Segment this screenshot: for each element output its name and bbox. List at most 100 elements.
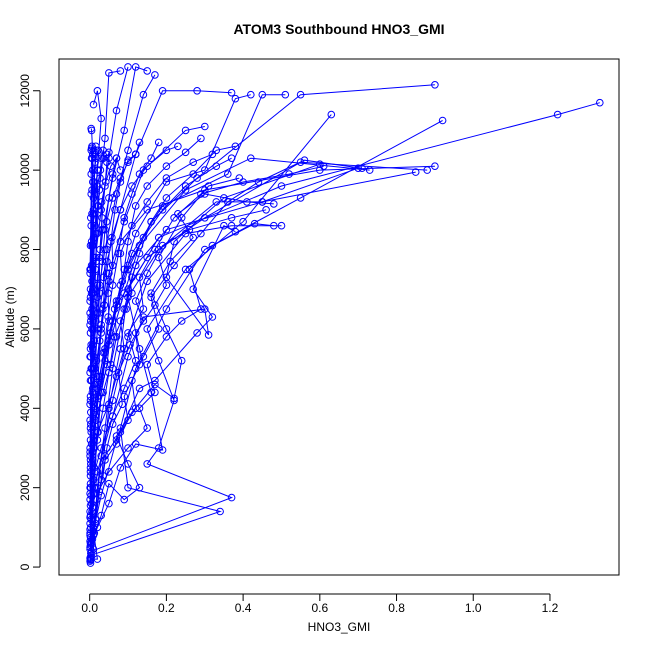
data-point (107, 237, 115, 246)
data-point (143, 182, 151, 190)
data-point (143, 325, 151, 333)
data-point (105, 499, 113, 508)
data-point (89, 166, 97, 174)
y-tick-label: 2000 (18, 474, 32, 501)
data-point (97, 329, 105, 337)
data-point (151, 380, 159, 389)
data-point (438, 116, 447, 125)
series-line-4 (91, 120, 443, 556)
data-point (177, 317, 186, 325)
data-point (254, 178, 263, 186)
y-tick-label: 10000 (18, 153, 32, 187)
data-point (216, 507, 224, 516)
data-point (131, 202, 140, 210)
data-point (87, 190, 95, 198)
data-point (108, 261, 117, 270)
data-point (239, 217, 247, 226)
series-line-13 (90, 94, 251, 464)
data-point (423, 166, 432, 174)
data-point (93, 87, 102, 95)
data-point (154, 138, 163, 147)
y-tick-label: 4000 (18, 395, 32, 422)
data-point (296, 194, 305, 202)
data-point (98, 305, 107, 313)
data-point (101, 345, 109, 353)
data-point (104, 313, 112, 321)
data-point (193, 87, 201, 95)
data-point (177, 214, 186, 222)
series-line-16 (89, 74, 156, 405)
data-point (143, 162, 151, 170)
data-point (131, 229, 140, 238)
data-point (201, 305, 209, 313)
data-point (112, 333, 121, 341)
data-point (227, 154, 236, 162)
data-point (101, 245, 109, 254)
data-point (86, 554, 94, 563)
data-point (158, 446, 167, 454)
y-tick-label: 12000 (18, 74, 32, 108)
data-point (86, 483, 94, 492)
y-tick-label: 8000 (18, 236, 32, 263)
data-point (162, 273, 171, 282)
series-line-36 (89, 159, 363, 494)
data-point (147, 154, 155, 162)
series-line-27 (90, 138, 202, 546)
data-point (197, 229, 205, 238)
data-point (93, 182, 102, 190)
data-point (99, 146, 107, 155)
data-point (97, 198, 106, 206)
data-point (116, 317, 125, 325)
data-point (92, 190, 100, 198)
data-point (135, 360, 144, 369)
series-line-43 (89, 153, 108, 373)
data-point (103, 245, 111, 254)
data-point (124, 416, 132, 425)
data-point (105, 400, 113, 409)
data-point (143, 198, 151, 206)
data-point (128, 408, 136, 417)
series-line-40 (90, 145, 179, 441)
data-point (139, 352, 148, 361)
data-point (197, 190, 205, 198)
data-point (258, 198, 267, 206)
series-line-7 (90, 225, 236, 544)
data-point (86, 537, 94, 546)
data-point (151, 301, 159, 309)
data-point (243, 198, 251, 206)
data-point (128, 273, 136, 282)
series-line-44 (90, 150, 99, 349)
data-point (120, 345, 128, 353)
series-line-38 (90, 157, 232, 472)
data-point (86, 392, 95, 401)
data-point (158, 241, 167, 250)
data-point (86, 525, 94, 534)
data-point (227, 221, 236, 230)
data-point (108, 170, 117, 178)
data-point (143, 206, 151, 214)
data-point (124, 237, 132, 246)
data-point (114, 297, 123, 305)
data-point (162, 305, 171, 313)
data-point (87, 144, 96, 153)
x-axis-label: HNO3_GMI (308, 620, 371, 634)
data-point (193, 174, 201, 182)
data-point (108, 233, 116, 242)
data-point (103, 360, 111, 369)
data-point (151, 245, 159, 254)
x-tick-label: 0.8 (388, 601, 405, 615)
data-point (139, 305, 148, 313)
data-point (162, 162, 171, 170)
x-axis: 0.0 0.2 0.4 0.6 0.8 1.0 1.2 (81, 593, 559, 615)
data-point (105, 337, 113, 345)
data-point (87, 170, 95, 178)
series-layer (86, 63, 604, 567)
data-point (105, 317, 113, 325)
data-point (128, 190, 136, 198)
data-point (120, 265, 128, 274)
data-point (124, 146, 132, 155)
data-point (118, 277, 127, 286)
data-point (86, 269, 94, 278)
x-tick-label: 0.6 (311, 601, 328, 615)
